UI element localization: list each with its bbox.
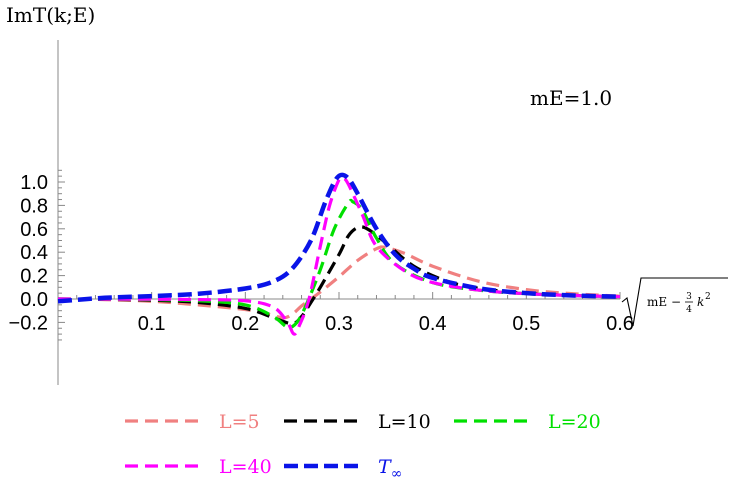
x-tick-label: 0.4 bbox=[419, 313, 447, 335]
x-label-frac-den: 4 bbox=[686, 305, 692, 315]
x-tick-label: 0.3 bbox=[325, 313, 353, 335]
y-tick-label: 0.4 bbox=[20, 242, 48, 264]
x-tick-label: 0.2 bbox=[231, 313, 259, 335]
x-tick-label: 0.6 bbox=[606, 313, 634, 335]
x-label-frac-num: 3 bbox=[686, 292, 692, 302]
y-tick-label: 0.2 bbox=[20, 266, 48, 288]
x-label-radicand: mE − bbox=[647, 295, 681, 309]
x-axis-label: mE − 3 4 k 2 bbox=[621, 277, 728, 327]
sqrt-sign bbox=[621, 277, 728, 327]
y-tick-label: −0.2 bbox=[9, 312, 48, 334]
x-tick-label: 0.1 bbox=[138, 313, 166, 335]
annotation: mE=1.0 bbox=[530, 86, 612, 110]
y-tick-label: 0.8 bbox=[20, 195, 48, 217]
series-group bbox=[57, 172, 621, 336]
series-line-l10 bbox=[57, 225, 621, 326]
legend-label: L=5 bbox=[219, 411, 260, 433]
legend: L=5 L=10 L=20 L=40 T∞ bbox=[125, 411, 601, 482]
y-tick-label: 0.0 bbox=[20, 289, 48, 311]
legend-item-l20: L=20 bbox=[454, 411, 601, 433]
legend-label: L=10 bbox=[378, 411, 431, 433]
y-axis-label: ImT(k;E) bbox=[6, 3, 95, 27]
series-line-t-infinity bbox=[57, 172, 621, 304]
legend-label: L=20 bbox=[548, 411, 601, 433]
legend-label: L=40 bbox=[219, 456, 272, 478]
series-line-l20 bbox=[57, 198, 621, 329]
tick-labels: 0.1 0.2 0.3 0.4 0.5 0.6−0.20.00.20.40.60.81.0 bbox=[9, 172, 634, 335]
legend-item-t-infinity: T∞ bbox=[284, 456, 402, 482]
x-label-var: k bbox=[697, 295, 704, 309]
legend-label: T∞ bbox=[378, 456, 402, 482]
series-line-l40 bbox=[57, 175, 621, 336]
legend-item-l40: L=40 bbox=[125, 456, 272, 478]
x-label-exp: 2 bbox=[705, 292, 711, 302]
legend-label-sub: ∞ bbox=[391, 466, 403, 482]
legend-item-l10: L=10 bbox=[284, 411, 431, 433]
legend-item-l5: L=5 bbox=[125, 411, 260, 433]
legend-label-main: T bbox=[378, 456, 392, 478]
series-line-l5 bbox=[57, 245, 621, 320]
x-tick-label: 0.5 bbox=[512, 313, 540, 335]
y-tick-label: 0.6 bbox=[20, 219, 48, 241]
y-tick-label: 1.0 bbox=[20, 172, 48, 194]
